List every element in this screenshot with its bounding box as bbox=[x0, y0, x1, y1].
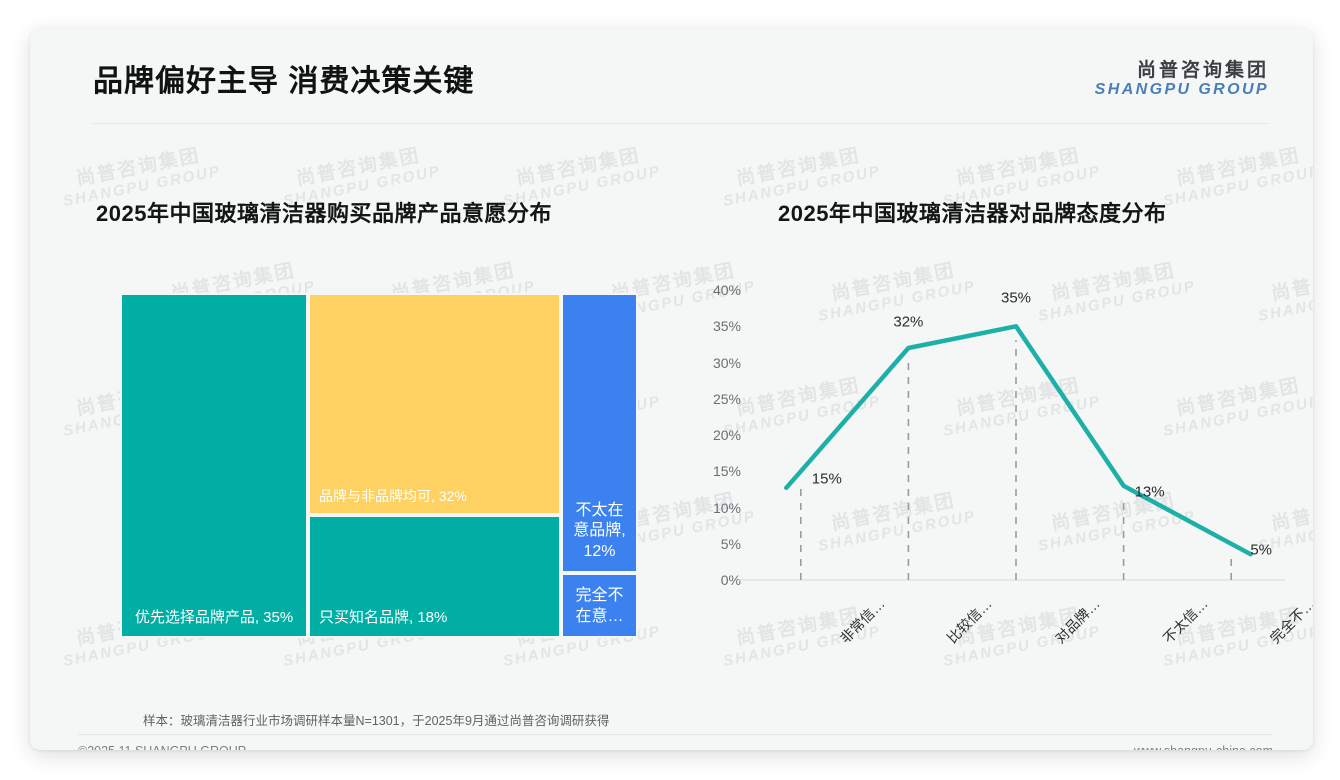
brand-name-en: SHANGPU GROUP bbox=[1094, 81, 1269, 99]
line-series[interactable] bbox=[784, 324, 1253, 557]
treemap-cell[interactable]: 完全不在意… bbox=[561, 573, 638, 638]
chart-title-right: 2025年中国玻璃清洁器对品牌态度分布 bbox=[778, 201, 1167, 226]
slide-canvas: 尚普咨询集团 SHANGPU GROUP 尚普咨询集团 SHANGPU GROUP 尚普… bbox=[30, 28, 1313, 750]
footer-website[interactable]: www.shangpu-china.com bbox=[1134, 744, 1273, 750]
y-axis: 0% 5% 10% 15% 20% 25% 30% 35% 40% bbox=[685, 282, 741, 588]
treemap-cell[interactable]: 只买知名品牌, 18% bbox=[308, 515, 561, 638]
y-axis-tick-label: 5% bbox=[720, 535, 741, 552]
x-axis-tick-label: 完全不… bbox=[1267, 595, 1313, 647]
watermark-cn: 尚普咨询集团 bbox=[734, 145, 863, 190]
page-title: 品牌偏好主导 消费决策关键 bbox=[93, 65, 475, 98]
treemap-cell-label: 只买知名品牌, 18% bbox=[319, 609, 448, 627]
watermark-cn: 尚普咨询集团 bbox=[954, 145, 1083, 190]
watermark-cn: 尚普咨询集团 bbox=[294, 145, 423, 190]
line-series-svg bbox=[739, 324, 1285, 581]
y-axis-tick-label: 35% bbox=[712, 318, 741, 335]
treemap-cell-label: 优先选择品牌产品, 35% bbox=[134, 609, 294, 627]
x-axis-tick-label: 非常信… bbox=[836, 595, 888, 647]
data-point-label: 15% bbox=[811, 470, 842, 488]
treemap-cell-label: 品牌与非品牌均可, 32% bbox=[319, 487, 467, 504]
x-axis-tick-label: 比较信… bbox=[944, 595, 996, 647]
line-chart: 0% 5% 10% 15% 20% 25% 30% 35% 40% 15% 32% 35% 13% 5%… bbox=[685, 282, 1313, 670]
treemap-cell[interactable]: 品牌与非品牌均可, 32% bbox=[308, 293, 561, 515]
treemap-cell-label: 不太在意品牌, 12% bbox=[573, 501, 626, 561]
watermark-cn: 尚普咨询集团 bbox=[514, 145, 643, 190]
data-point-label: 32% bbox=[893, 313, 924, 331]
data-point-label: 13% bbox=[1134, 483, 1165, 501]
watermark-cn: 尚普咨询集团 bbox=[1174, 145, 1303, 190]
header-divider bbox=[93, 123, 1269, 124]
y-axis-tick-label: 40% bbox=[712, 282, 741, 298]
watermark-cn: 尚普咨询集团 bbox=[74, 145, 203, 190]
brand-logo: 尚普咨询集团 SHANGPU GROUP bbox=[1095, 60, 1269, 99]
footer-divider bbox=[78, 734, 1273, 735]
y-axis-tick-label: 10% bbox=[712, 499, 741, 516]
chart-title-left: 2025年中国玻璃清洁器购买品牌产品意愿分布 bbox=[96, 201, 552, 226]
y-axis-tick-label: 15% bbox=[712, 463, 741, 480]
data-point-label: 5% bbox=[1250, 541, 1273, 559]
treemap-chart: 优先选择品牌产品, 35% 品牌与非品牌均可, 32% 只买知名品牌, 18% … bbox=[120, 293, 638, 638]
watermark-en: SHANGPU GROUP bbox=[1161, 162, 1313, 210]
footnote: 样本：玻璃清洁器行业市场调研样本量N=1301，于2025年9月通过尚普咨询调研… bbox=[143, 714, 610, 728]
x-axis-tick-label: 不太信… bbox=[1159, 595, 1211, 647]
y-axis-tick-label: 25% bbox=[712, 390, 741, 407]
treemap-cell-label: 完全不在意… bbox=[575, 587, 624, 626]
y-axis-tick-label: 30% bbox=[712, 354, 741, 371]
brand-name-cn: 尚普咨询集团 bbox=[1136, 60, 1269, 81]
y-axis-tick-label: 20% bbox=[712, 427, 741, 443]
y-axis-tick-label: 0% bbox=[720, 572, 741, 588]
treemap-cell[interactable]: 不太在意品牌, 12% bbox=[561, 293, 638, 573]
footer-copyright: ©2025.11 SHANGPU GROUP bbox=[78, 744, 246, 750]
plot-area: 15% 32% 35% 13% 5% 非常信… 比较信… 对品牌… 不太信… 完全不… bbox=[739, 289, 1313, 646]
data-point-label: 35% bbox=[1000, 289, 1032, 307]
treemap-cell[interactable]: 优先选择品牌产品, 35% bbox=[120, 293, 308, 638]
x-axis-tick-label: 对品牌… bbox=[1051, 595, 1103, 647]
slide-header: 品牌偏好主导 消费决策关键 尚普咨询集团 SHANGPU GROUP bbox=[30, 28, 1313, 124]
